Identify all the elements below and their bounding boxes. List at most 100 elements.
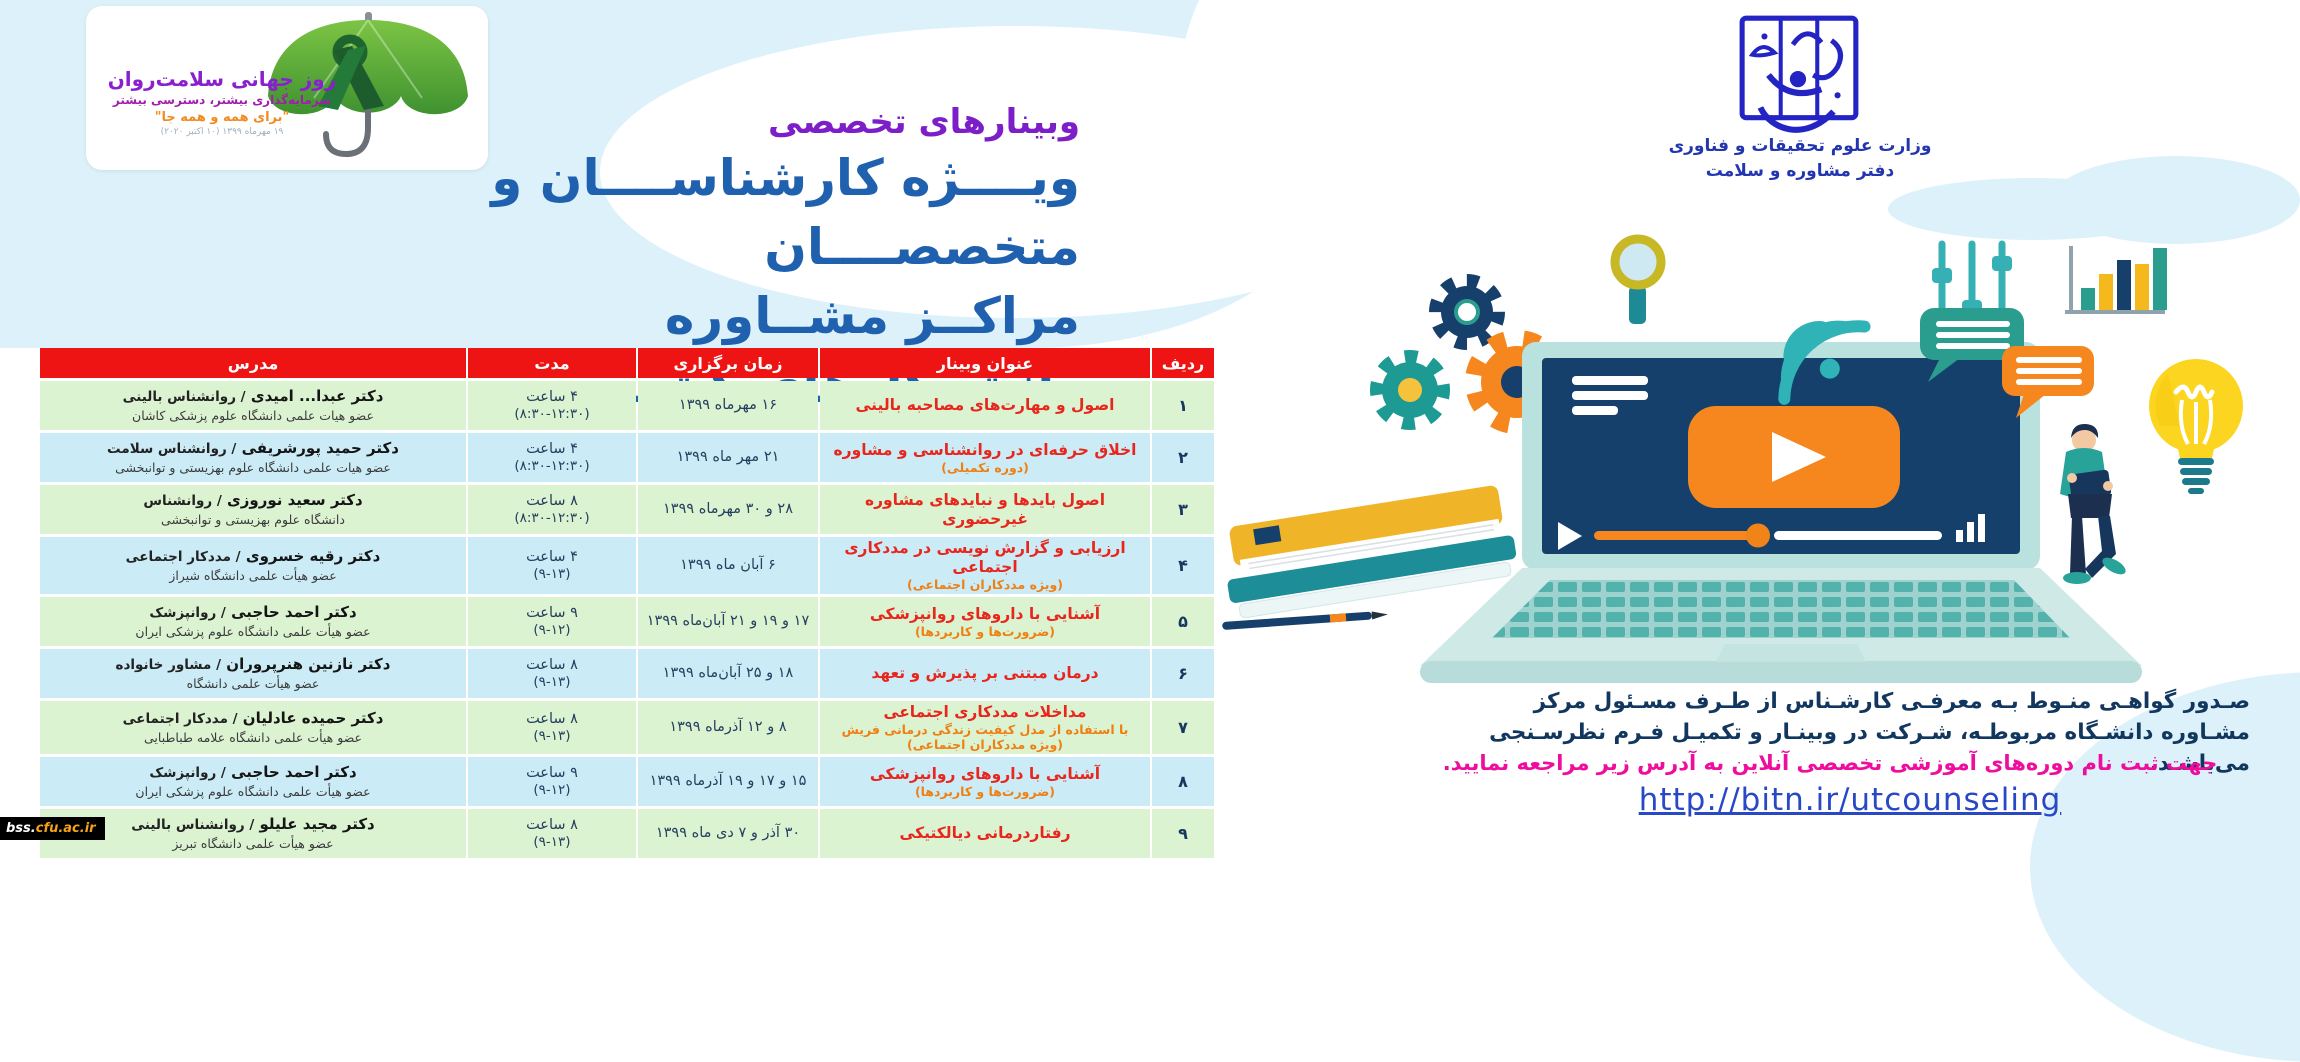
instructor-role: / مددکار اجتماعی [125,549,241,565]
instructor-affiliation: عضو هیات علمی دانشگاه علوم پزشکی کاشان [132,408,374,423]
video-progress-bar [1558,514,1985,550]
webinar-title: ارزیابی و گزارش نویسی در مددکاری اجتماعی [844,539,1126,576]
duration-hours: ۴ ساعت [526,549,578,565]
row-number: ۵ [1152,597,1214,646]
duration-hours: ۴ ساعت [526,389,578,405]
webinar-title: آشنایی با داروهای روانپزشکی [869,764,1101,783]
watermark: bss.cfu.ac.ir [0,817,105,840]
watermark-prefix: bss. [6,821,36,836]
instructor-affiliation: عضو هیأت علمی دانشگاه علوم پزشکی ایران [135,784,371,799]
webinar-duration-cell: ۴ ساعت (۸:۳۰-۱۲:۳۰) [468,381,636,430]
instructor-name: دکتر نازنین هنرپروران [226,655,391,673]
mhd-date-note: ۱۹ مهرماه ۱۳۹۹ (۱۰ اکتبر ۲۰۲۰) [160,127,284,137]
instructor-name: دکتر حمیده عادلیان [242,709,384,727]
table-row: ۸ آشنایی با داروهای روانپزشکی (ضرورت‌ها و… [40,757,1214,806]
duration-time: (۹-۱۳) [533,566,571,582]
instructor-affiliation: عضو هیات علمی دانشگاه علوم بهزیستی و توا… [115,460,391,475]
laptop-illustration [1522,342,2040,570]
col-header-duration: مدت [468,348,636,378]
instructor-cell: دکتر حمیده عادلیان / مددکار اجتماعی عضو ه… [40,701,466,754]
instructor-name: دکتر رقیه خسروی [245,547,381,565]
ministry-logo-block: وزارت علوم تحقیقات و فناوری دفتر مشاوره … [1640,14,1960,184]
col-header-date: زمان برگزاری [638,348,818,378]
duration-hours: ۴ ساعت [526,441,578,457]
instructor-role: / روانشناس [143,493,222,509]
webinar-title: رفتاردرمانی دیالکتیکی [899,824,1071,842]
mental-health-day-logo-card: روز جهانی سلامت‌روان سرمایه‌گذاری بیشتر،… [86,6,488,170]
instructor-cell: دکتر سعید نوروزی / روانشناس دانشگاه علوم … [40,485,466,534]
title-line-1: ویــــژه کارشناســــان و متخصصــــان [491,149,1080,276]
webinar-title-cell: اصول و مهارت‌های مصاحبه بالینی [820,381,1150,430]
webinar-duration-cell: ۴ ساعت (۸:۳۰-۱۲:۳۰) [468,433,636,482]
row-number: ۲ [1152,433,1214,482]
books-illustration [1227,485,1517,619]
instructor-name: دکتر سعید نوروزی [226,491,363,509]
instructor-role: / روانشناس سلامت [107,441,237,457]
duration-hours: ۸ ساعت [526,493,578,509]
duration-hours: ۸ ساعت [526,657,578,673]
bar-chart-icon [2065,246,2167,314]
duration-time: (۸:۳۰-۱۲:۳۰) [514,458,590,474]
webinar-date: ۶ آبان ماه ۱۳۹۹ [638,537,818,594]
webinar-title-cell: مداخلات مددکاری اجتماعی با استفاده از مدل… [820,701,1150,754]
duration-time: (۹-۱۲) [533,622,571,638]
webinar-date: ۱۵ و ۱۷ و ۱۹ آذرماه ۱۳۹۹ [638,757,818,806]
registration-url-link[interactable]: http://bitn.ir/utcounseling [1638,782,2062,818]
webinar-title-cell: اخلاق حرفه‌ای در روانشناسی و مشاوره (دوره… [820,433,1150,482]
col-header-instructor: مدرس [40,348,466,378]
webinar-date: ۳۰ آذر و ۷ دی ماه ۱۳۹۹ [638,809,818,858]
table-row: ۱ اصول و مهارت‌های مصاحبه بالینی ۱۶ مهرم… [40,381,1214,430]
webinar-title: اصول بایدها و نبایدهای مشاوره غیرحضوری [864,490,1106,528]
mhd-title: روز جهانی سلامت‌روان [107,67,337,91]
instructor-role: / روانشناس بالینی [131,817,255,833]
webinar-title: مداخلات مددکاری اجتماعی [883,703,1087,721]
webinar-duration-cell: ۸ ساعت (۹-۱۳) [468,649,636,698]
col-header-row: ردیف [1152,348,1214,378]
table-row: ۲ اخلاق حرفه‌ای در روانشناسی و مشاوره (دو… [40,433,1214,482]
webinar-title-cell: درمان مبتنی بر پذیرش و تعهد [820,649,1150,698]
table-row: ۹ رفتاردرمانی دیالکتیکی ۳۰ آذر و ۷ دی ما… [40,809,1214,858]
table-row: ۶ درمان مبتنی بر پذیرش و تعهد ۱۸ و ۲۵ آب… [40,649,1214,698]
instructor-affiliation: عضو هیأت علمی دانشگاه علوم پزشکی ایران [135,624,371,639]
table-header-row: ردیف عنوان وبینار زمان برگزاری مدت مدرس [40,348,1214,378]
duration-time: (۹-۱۲) [533,782,571,798]
chat-bubble-icon [1920,308,2024,382]
webinar-date: ۸ و ۱۲ آذرماه ۱۳۹۹ [638,701,818,754]
row-number: ۶ [1152,649,1214,698]
table-row: ۴ ارزیابی و گزارش نویسی در مددکاری اجتما… [40,537,1214,594]
certificate-note: صـدور گواهـی منـوط بـه معرفـی کارشـناس ا… [1489,689,2250,776]
ministry-line-2: دفتر مشاوره و سلامت [1705,161,1895,181]
duration-time: (۸:۳۰-۱۲:۳۰) [514,510,590,526]
instructor-role: / روانشناس بالینی [122,389,246,405]
row-number: ۳ [1152,485,1214,534]
table-row: ۷ مداخلات مددکاری اجتماعی با استفاده از م… [40,701,1214,754]
row-number: ۴ [1152,537,1214,594]
blue-cloud-shape [2052,156,2300,244]
pen-icon [1222,611,1388,630]
wifi-icon [1778,320,1871,405]
instructor-cell: دکتر احمد حاجبی / روانپزشک عضو هیأت علمی … [40,597,466,646]
instructor-cell: دکتر حمید پورشریفی / روانشناس سلامت عضو ه… [40,433,466,482]
webinar-note: (دوره تکمیلی) [941,459,1029,475]
row-number: ۹ [1152,809,1214,858]
instructor-role: / مددکار اجتماعی [122,711,238,727]
webinar-duration-cell: ۸ ساعت (۹-۱۳) [468,809,636,858]
instructor-name: دکتر مجید علیلو [259,815,375,833]
instructor-role: / روانپزشک [149,605,226,621]
lightbulb-icon [2149,359,2243,494]
registration-note: جهت ثبت نام دوره‌های آموزشی تخصصی آنلاین… [1442,751,2218,775]
duration-hours: ۸ ساعت [526,711,578,727]
instructor-affiliation: عضو هیأت علمی دانشگاه تبریز [172,836,334,851]
watermark-domain: cfu.ac.ir [35,821,96,836]
instructor-role: / روانپزشک [149,765,226,781]
title-kicker: وبینارهای تخصصی [767,102,1080,142]
instructor-name: دکتر احمد حاجبی [231,603,357,621]
duration-hours: ۹ ساعت [526,765,578,781]
webinar-title-cell: آشنایی با داروهای روانپزشکی (ضرورت‌ها و ک… [820,757,1150,806]
instructor-cell: دکتر نازنین هنرپروران / مشاور خانواده عضو… [40,649,466,698]
duration-time: (۸:۳۰-۱۲:۳۰) [514,406,590,422]
menu-icon [1572,376,1648,415]
webinar-duration-cell: ۸ ساعت (۸:۳۰-۱۲:۳۰) [468,485,636,534]
instructor-cell: دکتر رقیه خسروی / مددکار اجتماعی عضو هیأت… [40,537,466,594]
